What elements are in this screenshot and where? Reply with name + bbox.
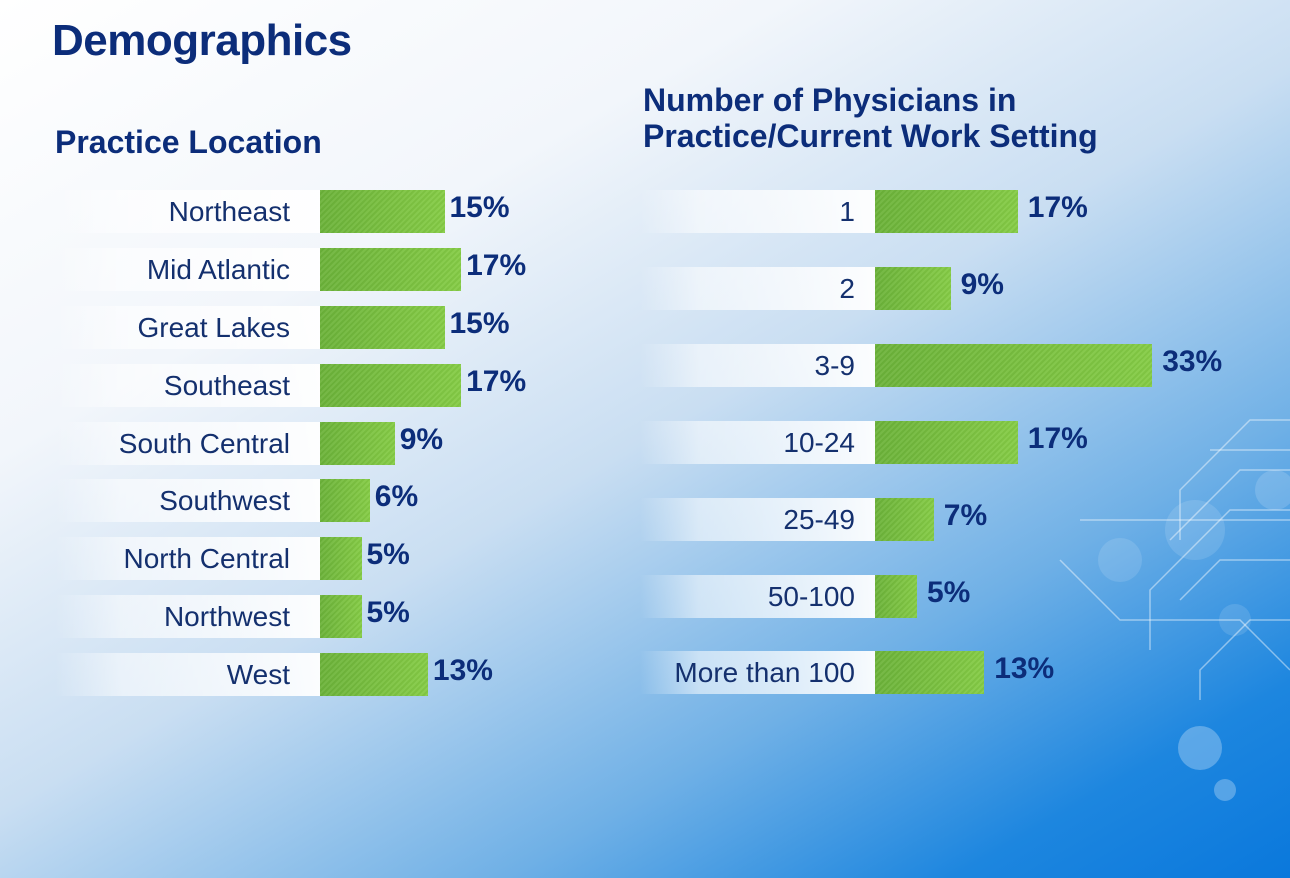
- bar-south-central: [320, 422, 395, 465]
- category-label: Northeast: [168, 196, 290, 227]
- bar-row-2: 2 9%: [0, 267, 1290, 310]
- bar-row-more-than-100: More than 100 13%: [0, 651, 1290, 694]
- page-title: Demographics: [52, 16, 352, 65]
- bar-row-northeast: Northeast 15%: [0, 190, 1290, 233]
- category-label-band: [640, 421, 875, 464]
- value-label: 17%: [466, 365, 527, 398]
- bar-50-100: [875, 575, 917, 618]
- bar-row-northwest: Northwest 5%: [0, 595, 1290, 638]
- value-label: 17%: [1027, 422, 1088, 455]
- bar-25-49: [875, 498, 934, 541]
- category-label: Southwest: [159, 485, 290, 516]
- category-label-band: [55, 190, 320, 233]
- value-label: 5%: [927, 576, 971, 609]
- bar-west: [320, 653, 428, 696]
- category-label-band: [640, 267, 875, 310]
- value-label: 15%: [449, 307, 510, 340]
- bar-row-1: 1 17%: [0, 190, 1290, 233]
- category-label-band: [640, 498, 875, 541]
- category-label-band: [55, 364, 320, 407]
- bar-row-50-100: 50-100 5%: [0, 575, 1290, 618]
- value-label: 13%: [994, 652, 1055, 685]
- category-label: 10-24: [783, 427, 855, 458]
- category-label: 1: [839, 196, 855, 227]
- category-label-band: [55, 306, 320, 349]
- category-label-band: [55, 422, 320, 465]
- bar-great-lakes: [320, 306, 445, 349]
- value-label: 5%: [366, 596, 410, 629]
- bar-row-southeast: Southeast 17%: [0, 364, 1290, 407]
- bar-northwest: [320, 595, 362, 638]
- category-label: 2: [839, 273, 855, 304]
- category-label-band: [640, 344, 875, 387]
- category-label: Northwest: [163, 601, 290, 632]
- bar-row-south-central: South Central 9%: [0, 422, 1290, 465]
- bar-row-west: West 13%: [0, 653, 1290, 696]
- bar-row-great-lakes: Great Lakes 15%: [0, 306, 1290, 349]
- value-label: 15%: [449, 191, 510, 224]
- bar-row-north-central: North Central 5%: [0, 537, 1290, 580]
- bar-northeast: [320, 190, 445, 233]
- category-label: South Central: [118, 428, 290, 459]
- bar-row-mid-atlantic: Mid Atlantic 17%: [0, 248, 1290, 291]
- bar-1: [875, 190, 1018, 233]
- category-label: 25-49: [783, 504, 855, 535]
- bar-southwest: [320, 479, 370, 522]
- category-label: 50-100: [767, 581, 855, 612]
- category-label-band: [640, 190, 875, 233]
- value-label: 9%: [960, 268, 1004, 301]
- value-label: 33%: [1162, 345, 1223, 378]
- category-label-band: [55, 595, 320, 638]
- value-label: 17%: [1027, 191, 1088, 224]
- bar-row-10-24: 10-24 17%: [0, 421, 1290, 464]
- category-label-band: [640, 575, 875, 618]
- value-label: 17%: [466, 249, 527, 282]
- category-label: Great Lakes: [137, 312, 290, 343]
- bar-2: [875, 267, 951, 310]
- category-label: Mid Atlantic: [146, 254, 290, 285]
- bar-row-southwest: Southwest 6%: [0, 479, 1290, 522]
- bar-southeast: [320, 364, 462, 407]
- chart-title-practice-location: Practice Location: [55, 124, 322, 160]
- bar-mid-atlantic: [320, 248, 462, 291]
- bar-3-9: [875, 344, 1153, 387]
- value-label: 7%: [943, 499, 988, 532]
- value-label: 13%: [432, 654, 493, 687]
- category-label-band: [55, 248, 320, 291]
- value-label: 5%: [366, 538, 410, 571]
- bar-more-than-100: [875, 651, 985, 694]
- bar-row-3-9: 3-9 33%: [0, 344, 1290, 387]
- value-label: 9%: [399, 423, 444, 456]
- chart-title-number-of-physicians: Number of Physicians in Practice/Current…: [643, 82, 1098, 154]
- bar-row-25-49: 25-49 7%: [0, 498, 1290, 541]
- bar-10-24: [875, 421, 1018, 464]
- bar-north-central: [320, 537, 362, 580]
- value-label: 6%: [374, 480, 419, 513]
- category-label: 3-9: [814, 350, 855, 381]
- category-label: North Central: [123, 543, 290, 574]
- category-label: More than 100: [674, 657, 855, 688]
- category-label-band: [640, 651, 875, 694]
- category-label-band: [55, 537, 320, 580]
- category-label: Southeast: [163, 370, 290, 401]
- category-label-band: [55, 653, 320, 696]
- category-label: West: [226, 659, 290, 690]
- category-label-band: [55, 479, 320, 522]
